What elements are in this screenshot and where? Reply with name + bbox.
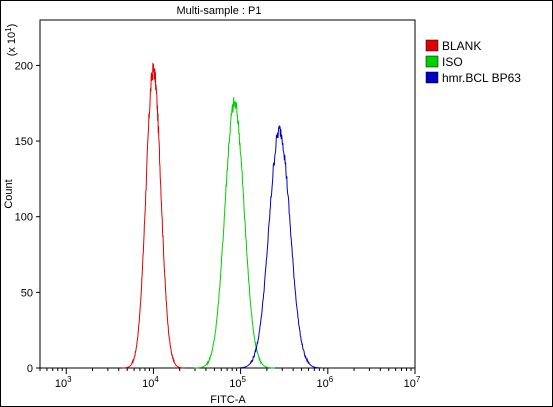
y-tick-label: 50 <box>21 287 33 299</box>
legend-swatch <box>425 39 439 52</box>
legend-swatch <box>425 71 439 84</box>
series-line-2 <box>235 124 324 369</box>
legend-swatch <box>425 55 439 68</box>
x-tick-label: 107 <box>404 375 421 390</box>
y-axis-ticks: 0 50 100 150 200 <box>15 60 40 375</box>
y-tick-label: 100 <box>15 212 33 224</box>
y-tick-label: 0 <box>27 363 33 375</box>
x-tick-label: 105 <box>229 375 246 390</box>
series-line-1 <box>194 97 275 369</box>
y-tick-label: 150 <box>15 136 33 148</box>
x-tick-label: 104 <box>142 375 159 390</box>
series-line-0 <box>122 62 185 369</box>
plot-area <box>39 19 416 369</box>
legend: BLANK ISO hmr.BCL BP63 <box>425 39 521 85</box>
histogram-curves <box>122 62 324 369</box>
x-tick-label: 103 <box>55 375 72 390</box>
x-tick-label: 106 <box>316 375 333 390</box>
x-axis-ticks: 103 104 105 106 107 <box>39 368 421 390</box>
y-multiplier-label: (x 101) <box>4 24 18 57</box>
y-tick-label: 200 <box>15 60 33 72</box>
legend-label: BLANK <box>442 39 481 53</box>
x-axis-label: FITC-A <box>210 394 246 406</box>
legend-label: hmr.BCL BP63 <box>442 71 521 85</box>
legend-label: ISO <box>442 55 463 69</box>
chart-title: Multi-sample : P1 <box>177 5 262 17</box>
y-axis-label: Count <box>3 179 15 208</box>
